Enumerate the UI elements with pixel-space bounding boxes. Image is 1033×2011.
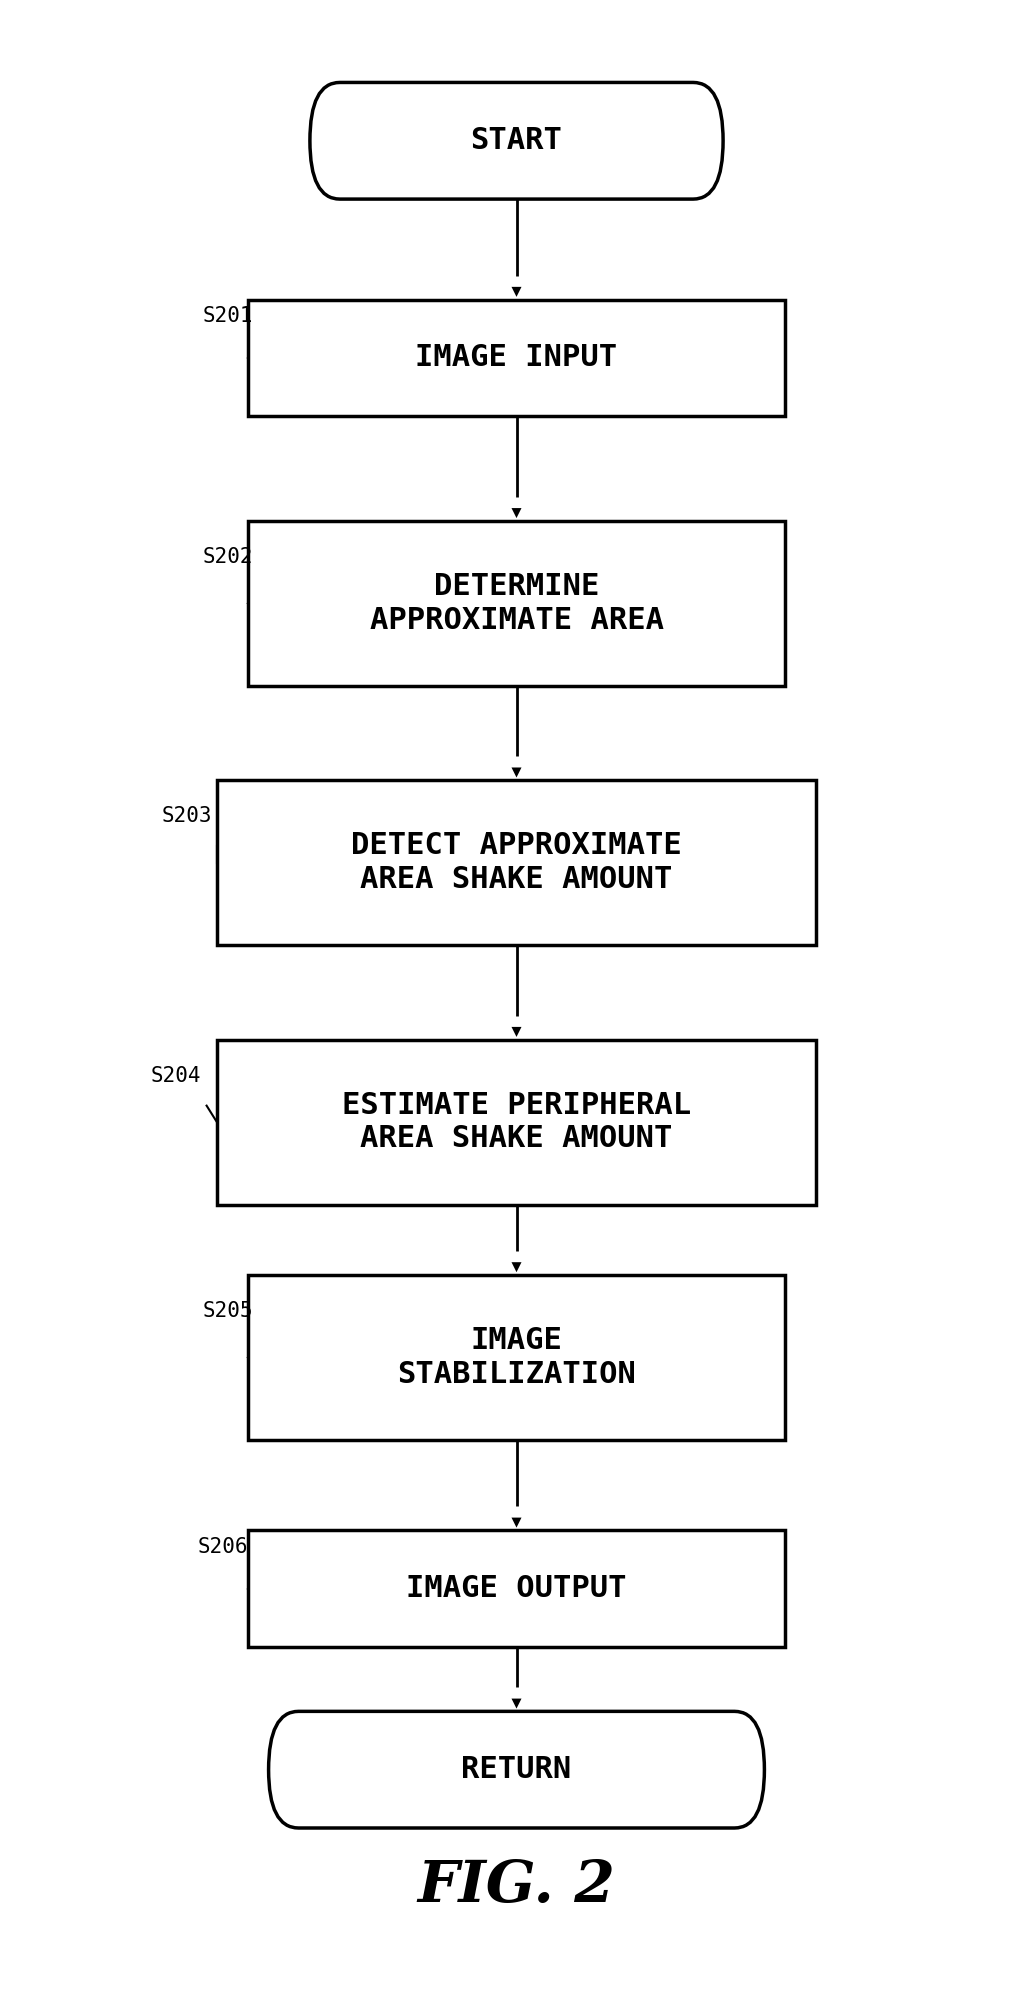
Text: IMAGE INPUT: IMAGE INPUT xyxy=(415,344,618,372)
Text: RETURN: RETURN xyxy=(462,1756,571,1784)
Text: DETECT APPROXIMATE
AREA SHAKE AMOUNT: DETECT APPROXIMATE AREA SHAKE AMOUNT xyxy=(351,831,682,895)
Text: S205: S205 xyxy=(202,1301,253,1321)
Text: S206: S206 xyxy=(197,1536,248,1557)
Text: DETERMINE
APPROXIMATE AREA: DETERMINE APPROXIMATE AREA xyxy=(370,571,663,635)
Text: FIG. 2: FIG. 2 xyxy=(417,1858,616,1914)
Text: START: START xyxy=(471,127,562,155)
Bar xyxy=(248,300,785,416)
Text: ESTIMATE PERIPHERAL
AREA SHAKE AMOUNT: ESTIMATE PERIPHERAL AREA SHAKE AMOUNT xyxy=(342,1090,691,1154)
Text: S201: S201 xyxy=(202,306,253,326)
Text: S203: S203 xyxy=(161,806,212,827)
Text: S204: S204 xyxy=(151,1066,201,1086)
Bar xyxy=(248,1530,785,1647)
Bar xyxy=(248,521,785,686)
Text: S202: S202 xyxy=(202,547,253,567)
Bar xyxy=(248,1275,785,1440)
FancyBboxPatch shape xyxy=(310,82,723,199)
Text: IMAGE
STABILIZATION: IMAGE STABILIZATION xyxy=(397,1325,636,1390)
FancyBboxPatch shape xyxy=(269,1711,764,1828)
Text: IMAGE OUTPUT: IMAGE OUTPUT xyxy=(406,1575,627,1603)
Bar xyxy=(217,1040,816,1205)
Bar xyxy=(217,780,816,945)
